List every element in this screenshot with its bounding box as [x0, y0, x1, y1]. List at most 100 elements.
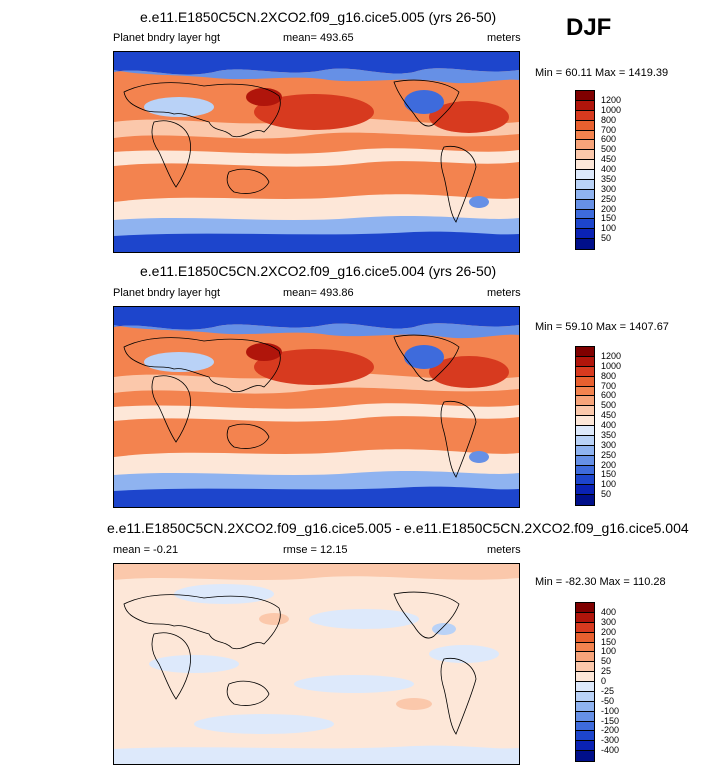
- colorbar-tick-label: 400: [601, 164, 617, 174]
- diff-neg-patch: [194, 714, 334, 734]
- panel3-title: e.e11.E1850C5CN.2XCO2.f09_g16.cice5.005 …: [107, 520, 689, 536]
- colorbar-tick-label: 450: [601, 410, 617, 421]
- colorbar-tick-label: 300: [601, 616, 617, 627]
- panel1-variable-label: Planet bndry layer hgt: [113, 32, 221, 44]
- panel1-title: e.e11.E1850C5CN.2XCO2.f09_g16.cice5.005 …: [140, 9, 497, 25]
- colorbar-swatch: [576, 475, 594, 486]
- colorbar-swatch: [576, 219, 594, 230]
- colorbar-swatch: [576, 751, 594, 761]
- diff-neg-patch: [309, 609, 419, 629]
- diff-neg-strong-patch: [432, 623, 456, 635]
- coastlines: [123, 591, 477, 735]
- colorbar-tick-label: 300: [601, 439, 617, 450]
- panel3-mean-label: mean = -0.21: [113, 544, 179, 556]
- colorbar-swatch: [576, 406, 594, 417]
- panel3-map: [113, 563, 520, 765]
- colorbar-tick-label: 350: [601, 429, 617, 440]
- colorbar-swatch: [576, 110, 594, 121]
- colorbar-swatch: [576, 603, 594, 613]
- colorbar-swatch: [576, 347, 594, 357]
- panel2-field-svg: [114, 307, 519, 507]
- colorbar-tick-label: 100: [601, 223, 617, 234]
- antarctic-low: [114, 231, 519, 252]
- panel1-colorbar-labels: 1200 1000 800 700 600 500 450 400 350 300 250 200 15…: [601, 90, 641, 250]
- north-pacific-max: [254, 94, 374, 130]
- coastlines: [123, 79, 477, 223]
- colorbar-swatch: [576, 721, 594, 732]
- panel1-units-label: meters: [487, 32, 521, 44]
- colorbar-tick-label: 700: [601, 380, 617, 391]
- colorbar-swatch: [576, 682, 594, 692]
- panel2-units-label: meters: [487, 287, 521, 299]
- colorbar-swatch: [576, 455, 594, 466]
- arctic-low-region: [114, 52, 519, 75]
- kuroshio-max: [246, 88, 282, 106]
- colorbar-tick-label: -150: [601, 715, 620, 726]
- colorbar-tick-label: 400: [601, 420, 617, 430]
- panel1-mean-label: mean= 493.65: [283, 32, 354, 44]
- colorbar-tick-label: 800: [601, 370, 617, 381]
- colorbar-swatch: [576, 396, 594, 407]
- north-pacific-max: [254, 349, 374, 385]
- colorbar-tick-label: 250: [601, 193, 617, 204]
- colorbar-swatch: [576, 170, 594, 180]
- south-america-land-patch: [469, 196, 489, 208]
- colorbar-tick-label: 450: [601, 154, 617, 165]
- colorbar-tick-label: 1000: [601, 360, 622, 371]
- colorbar-tick-label: -200: [601, 725, 620, 736]
- colorbar-tick-label: 400: [601, 606, 617, 617]
- colorbar-tick-label: 150: [601, 636, 617, 647]
- panel1-field-svg: [114, 52, 519, 252]
- colorbar-swatch: [576, 150, 594, 161]
- colorbar-swatch: [576, 199, 594, 210]
- colorbar-swatch: [576, 91, 594, 101]
- panel3-colorbar-labels: 400 300 200 150 100 50 25 0 -25 -50 -100 -150 -200 -3…: [601, 602, 641, 762]
- panel3-rmse-label: rmse = 12.15: [283, 544, 348, 556]
- diff-neg-patch: [429, 645, 499, 663]
- colorbar-tick-label: 300: [601, 183, 617, 194]
- colorbar-swatch: [576, 711, 594, 722]
- north-america-land-patch: [404, 345, 444, 369]
- panel2-title: e.e11.E1850C5CN.2XCO2.f09_g16.cice5.004 …: [140, 263, 497, 279]
- colorbar-swatch: [576, 652, 594, 663]
- panel2-colorbar-labels: 1200 1000 800 700 600 500 450 400 350 300 250 200 15…: [601, 346, 641, 506]
- arctic-mid-region: [114, 68, 519, 84]
- panel2-mean-label: mean= 493.86: [283, 287, 354, 299]
- colorbar-tick-label: 150: [601, 469, 617, 480]
- colorbar-swatch: [576, 445, 594, 456]
- diff-arctic-band: [114, 564, 519, 580]
- colorbar-swatch: [576, 229, 594, 240]
- colorbar-swatch: [576, 701, 594, 712]
- colorbar-swatch: [576, 465, 594, 476]
- colorbar-swatch: [576, 662, 594, 673]
- colorbar-tick-label: 25: [601, 666, 612, 677]
- colorbar-swatch: [576, 376, 594, 387]
- diff-pos-patch: [259, 613, 289, 625]
- south-america-land-patch: [469, 451, 489, 463]
- coastlines: [123, 334, 477, 478]
- colorbar-tick-label: 700: [601, 124, 617, 135]
- colorbar-tick-label: 1000: [601, 104, 622, 115]
- colorbar-swatch: [576, 239, 594, 249]
- panel1-minmax: Min = 60.11 Max = 1419.39: [535, 67, 669, 79]
- panel1-map: [113, 51, 520, 253]
- colorbar-tick-label: -50: [601, 695, 615, 706]
- diff-neg-patch: [174, 584, 274, 604]
- equatorial-band: [114, 148, 519, 167]
- colorbar-swatch: [576, 691, 594, 702]
- colorbar-tick-label: 200: [601, 626, 617, 637]
- colorbar-tick-label: 50: [601, 489, 612, 500]
- colorbar-swatch: [576, 426, 594, 436]
- colorbar-tick-label: 100: [601, 479, 617, 490]
- colorbar-tick-label: 200: [601, 203, 617, 214]
- arctic-mid-region: [114, 323, 519, 339]
- panel3-colorbar: [575, 602, 595, 762]
- season-label: DJF: [566, 14, 612, 41]
- colorbar-tick-label: 600: [601, 134, 617, 145]
- panel1-colorbar: [575, 90, 595, 250]
- panel2-variable-label: Planet bndry layer hgt: [113, 287, 221, 299]
- colorbar-tick-label: 250: [601, 449, 617, 460]
- panel3-units-label: meters: [487, 544, 521, 556]
- colorbar-swatch: [576, 642, 594, 653]
- colorbar-swatch: [576, 366, 594, 377]
